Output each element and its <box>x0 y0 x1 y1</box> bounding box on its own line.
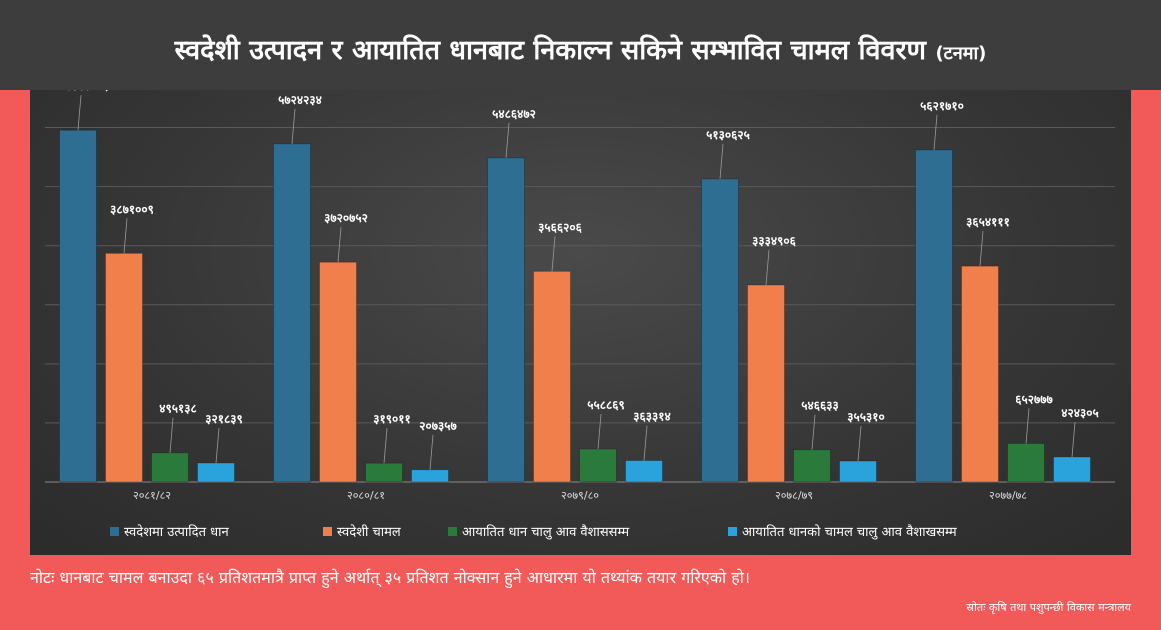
data-label: ५५८८६९ <box>587 398 624 412</box>
data-label-leader <box>123 218 128 254</box>
bar <box>839 460 877 483</box>
bar <box>747 284 785 483</box>
legend-swatch <box>448 527 457 536</box>
data-label: ६५२७७७ <box>1015 392 1053 406</box>
header-bar: स्वदेशी उत्पादन र आयातित धानबाट निकाल्न … <box>0 0 1161 90</box>
legend-label: आयातित धान चालु आव वैशाससम्म <box>462 524 629 540</box>
bar <box>915 149 953 483</box>
bar <box>59 129 97 483</box>
data-label: ५६२१७१० <box>920 99 964 113</box>
bar <box>105 252 143 483</box>
footnote: नोटः धानबाट चामल बनाउदा ६५ प्रतिशतमात्रै… <box>30 568 750 587</box>
x-tick-label: २०८०/८१ <box>347 489 385 502</box>
legend-label: स्वदेशी चामल <box>337 524 401 540</box>
data-label: ५४८६४७२ <box>492 107 536 121</box>
data-label-leader <box>765 249 770 286</box>
bar <box>533 270 571 483</box>
data-label-leader <box>979 231 984 267</box>
bar <box>1053 456 1091 483</box>
title-text: स्वदेशी उत्पादन र आयातित धानबाट निकाल्न … <box>174 35 927 66</box>
data-label-leader <box>77 95 82 131</box>
x-tick-label: २०७७/७८ <box>989 489 1027 502</box>
data-label: ३६५४१११ <box>966 215 1010 229</box>
bar <box>961 265 999 483</box>
data-label-leader <box>505 122 510 158</box>
bar <box>197 462 235 483</box>
bar <box>151 452 189 483</box>
title-unit: (टनमा) <box>935 43 987 64</box>
data-label-leader <box>169 417 174 453</box>
data-label-leader <box>383 428 388 464</box>
x-tick-label: २०७९/८० <box>561 489 599 502</box>
x-tick-label: २०७८/७९ <box>775 489 813 502</box>
bar <box>793 449 831 483</box>
source-credit: स्रोतः कृषि तथा पशुपन्छी विकास मन्त्रालय <box>966 601 1131 614</box>
bar <box>625 460 663 483</box>
bar <box>365 462 403 483</box>
data-label: ३७२०७५२ <box>324 211 368 225</box>
bar-chart: ५९५५४८६ ३८७१००९ ४९५१३८ ३२१८३९ २०८१/८२ ५७२४२३४… <box>45 90 1115 540</box>
legend-label: स्वदेशमा उत्पादित धान <box>124 524 229 540</box>
data-label-leader <box>429 434 434 470</box>
data-label: ३५५३१० <box>847 410 884 424</box>
bar <box>319 261 357 483</box>
data-label: ५१३०६२५ <box>706 128 750 142</box>
data-label-leader <box>215 427 220 464</box>
bar <box>701 178 739 483</box>
data-label-leader <box>291 108 296 144</box>
bar <box>273 143 311 483</box>
data-label-leader <box>597 413 602 450</box>
chart-title: स्वदेशी उत्पादन र आयातित धानबाट निकाल्न … <box>0 30 1161 67</box>
legend-swatch <box>110 527 119 536</box>
data-label-leader <box>337 227 342 263</box>
bar <box>411 469 449 483</box>
data-label-leader <box>1071 421 1076 457</box>
legend-swatch <box>728 527 737 536</box>
data-label: ३८७१००९ <box>110 202 154 216</box>
data-label: ४२४३०५ <box>1061 406 1098 420</box>
data-label-leader <box>551 236 556 272</box>
chart-panel: ५९५५४८६ ३८७१००९ ४९५१३८ ३२१८३९ २०८१/८२ ५७२४२३४… <box>30 90 1131 555</box>
data-label: ३१९०११ <box>373 412 410 426</box>
data-label-leader <box>933 114 938 150</box>
x-tick-label: २०८१/८२ <box>133 489 171 502</box>
data-label: ३५६६२०६ <box>538 220 582 234</box>
data-label: ५७२४२३४ <box>278 93 322 107</box>
data-label-leader <box>811 414 816 450</box>
data-label-leader <box>857 425 862 462</box>
data-label-leader <box>719 143 724 179</box>
data-label: ४९५१३८ <box>159 402 196 416</box>
legend-label: आयातित धानको चामल चालु आव वैशाखसम्म <box>742 524 957 540</box>
bar <box>1007 442 1045 483</box>
data-label-leader <box>643 425 648 461</box>
data-label: ३२१८३९ <box>205 412 242 426</box>
data-label: ५९५५४८६ <box>64 90 108 93</box>
data-label-leader <box>1025 408 1030 444</box>
data-label: २०७३५७ <box>419 419 457 433</box>
bar <box>487 157 525 483</box>
data-label: ३३३४९०६ <box>752 234 796 248</box>
bar <box>579 448 617 483</box>
data-label: ३६३३१४ <box>633 410 670 424</box>
data-label: ५४६६३३ <box>801 399 838 413</box>
legend-swatch <box>323 527 332 536</box>
